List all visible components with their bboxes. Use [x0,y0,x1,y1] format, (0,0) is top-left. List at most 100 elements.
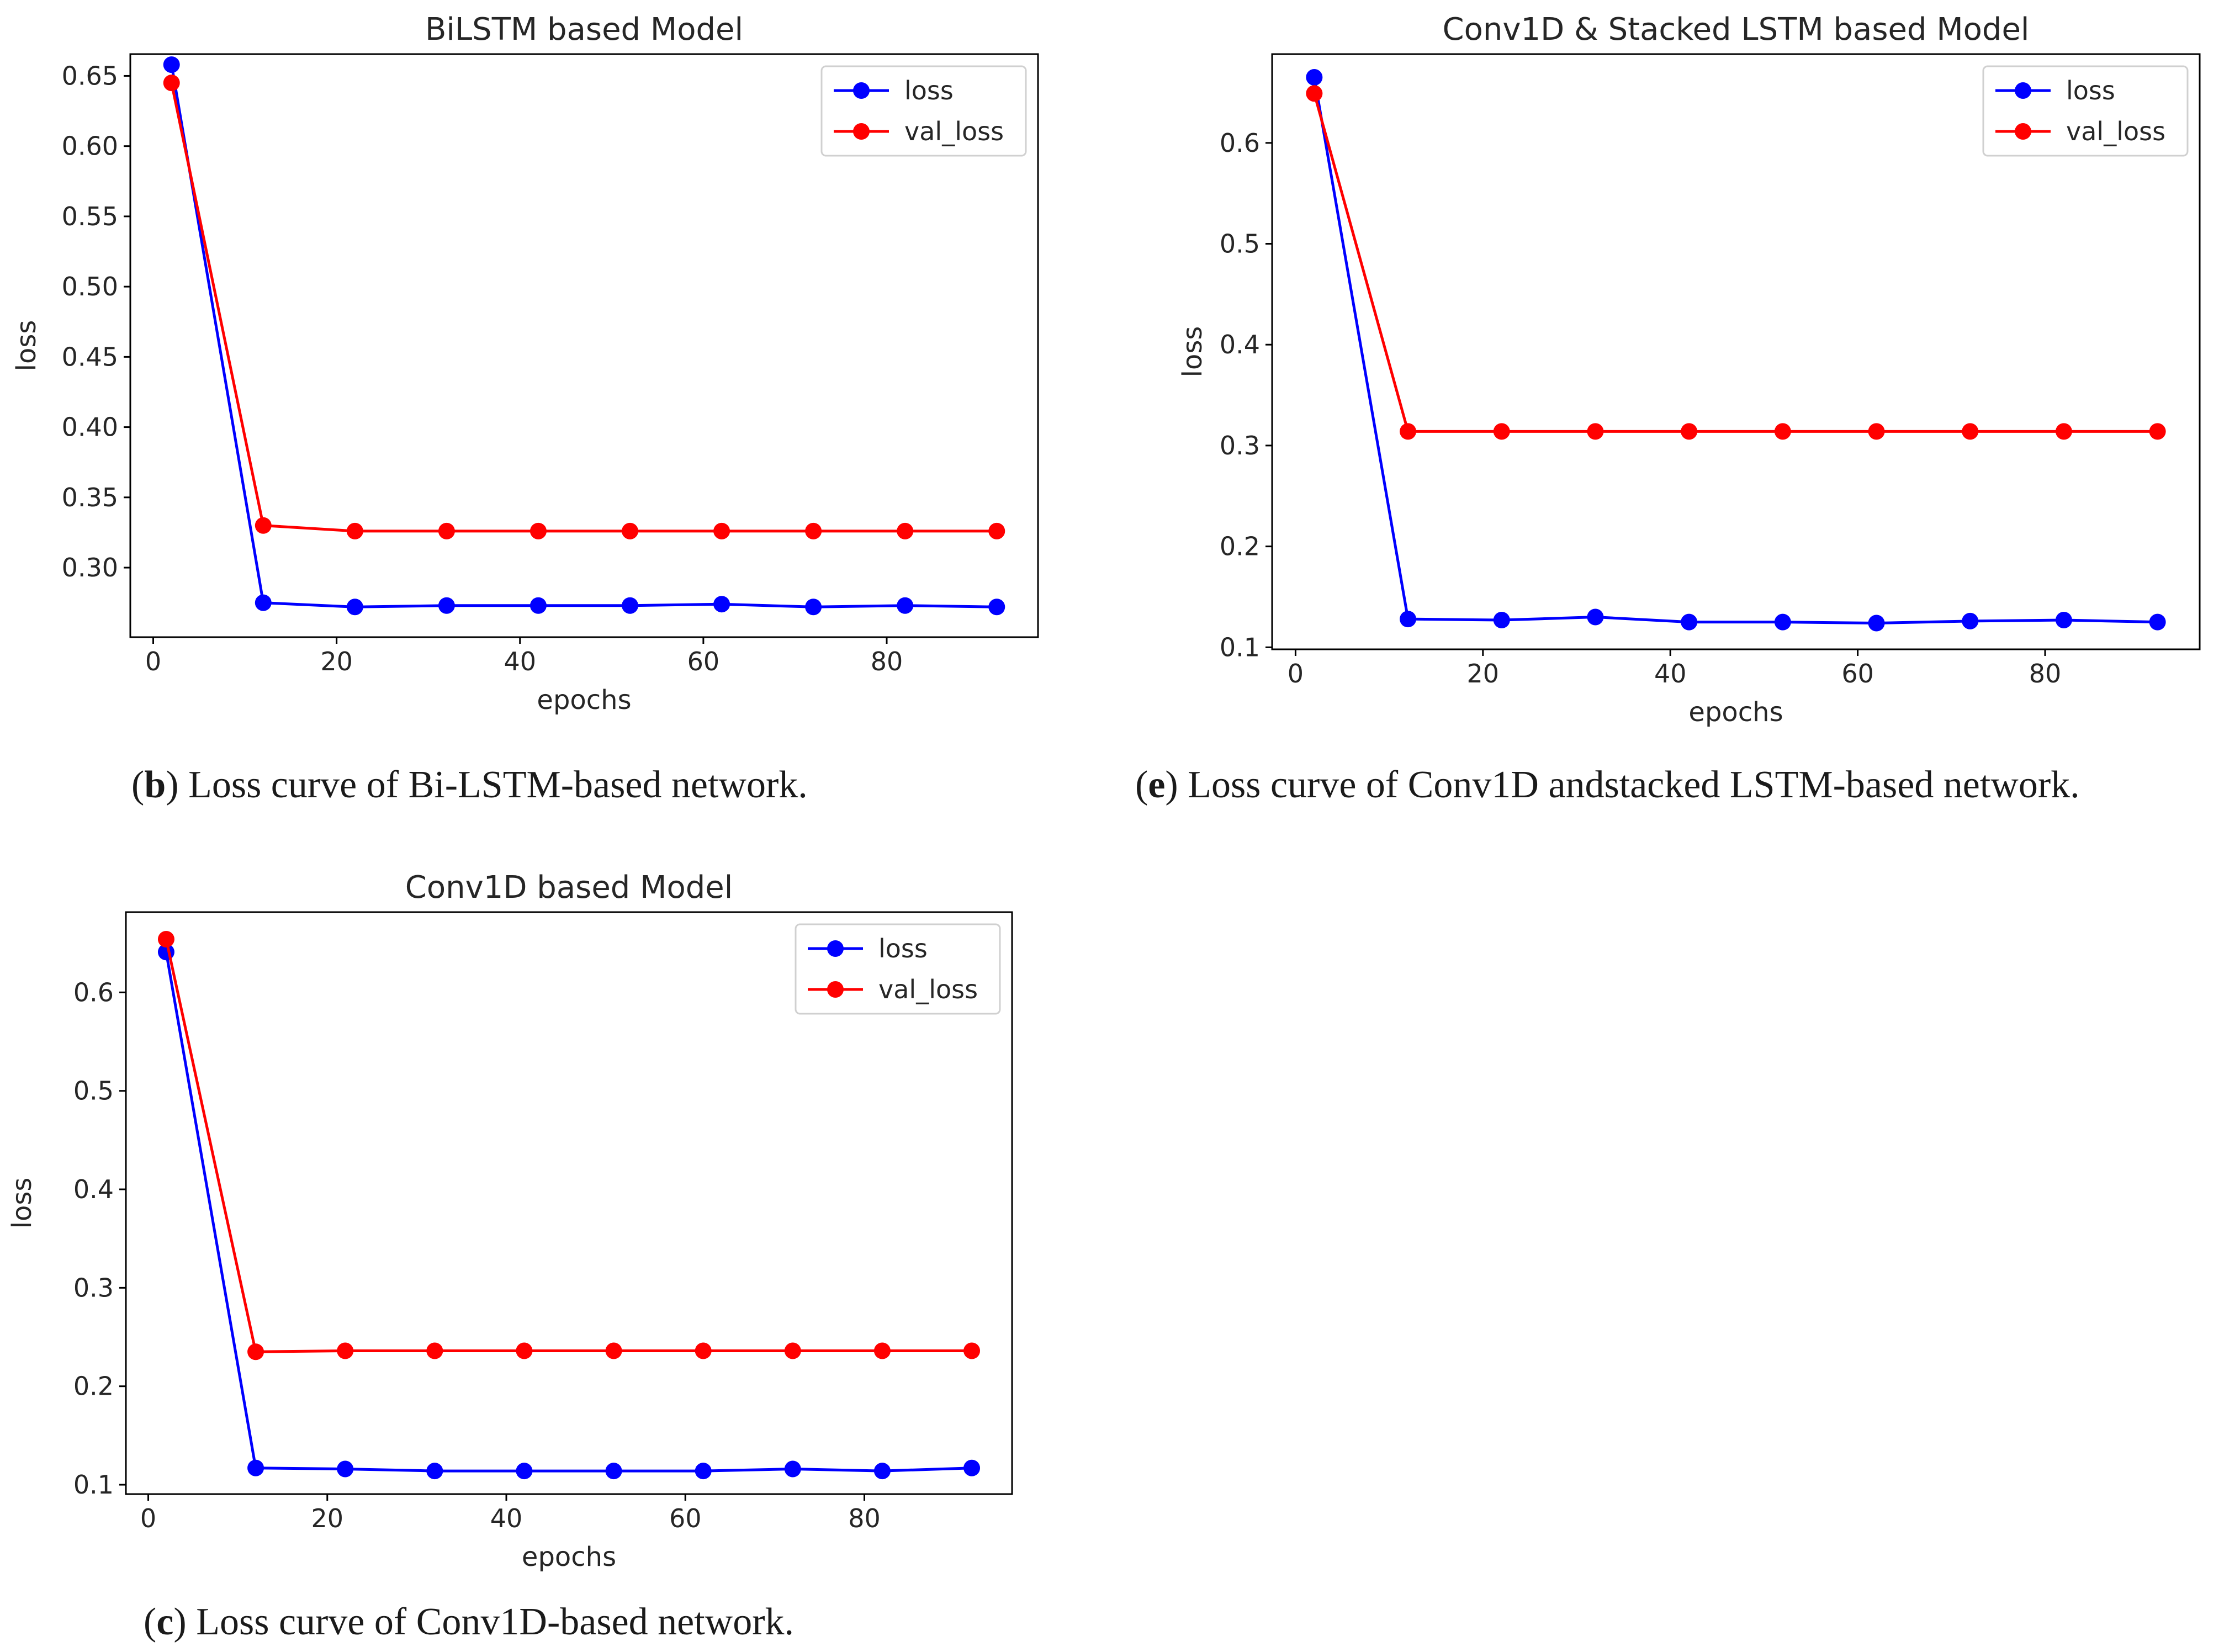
legend-label-loss: loss [904,76,954,105]
data-point-val-loss [2149,423,2166,440]
data-point-loss [255,594,272,611]
legend-marker-val-loss [827,981,844,998]
data-point-val-loss [873,1342,891,1359]
data-point-loss [337,1460,354,1478]
data-point-loss [605,1463,622,1480]
data-point-val-loss [897,522,914,539]
y-tick-label: 0.2 [73,1372,114,1401]
legend: loss val_loss [795,923,1001,1015]
y-tick-label: 0.5 [1220,229,1260,258]
data-point-val-loss [805,522,822,539]
data-point-loss [2149,613,2166,631]
data-point-loss [438,597,455,614]
data-point-val-loss [1681,423,1698,440]
legend-label-val-loss: val_loss [2066,117,2165,146]
data-point-val-loss [695,1342,712,1359]
data-point-loss [247,1459,264,1476]
legend-marker-loss [853,82,870,99]
x-tick-label: 20 [320,647,353,676]
legend-marker-val-loss [853,123,870,140]
data-point-val-loss [255,517,272,534]
plot-area-frame [1271,53,2201,650]
data-point-val-loss [247,1343,264,1360]
y-tick-label: 0.3 [73,1273,114,1302]
data-point-loss [1681,613,1698,631]
legend-box [795,923,1001,1015]
x-tick-label: 60 [669,1503,702,1533]
x-tick-label: 40 [1654,659,1687,689]
y-tick-label: 0.65 [62,61,118,91]
data-point-val-loss [516,1342,533,1359]
series-line-loss [165,951,972,1473]
caption-text: Loss curve of Conv1D-based network. [196,1601,795,1643]
data-point-loss [897,597,914,614]
chart-title: BiLSTM based Model [425,12,743,47]
chart-title: Conv1D & Stacked LSTM based Model [1443,12,2030,47]
data-point-val-loss [426,1342,443,1359]
y-tick-label: 0.2 [1220,532,1260,562]
y-tick-label: 0.30 [62,553,118,583]
caption-conv1d-stacked-lstm: (e) Loss curve of Conv1D andstacked LSTM… [1135,764,2080,806]
y-tick-label: 0.55 [62,202,118,231]
data-point-loss [713,596,730,613]
data-point-val-loss [622,522,639,539]
data-point-val-loss [605,1342,622,1359]
x-tick-label: 80 [2029,659,2062,689]
series-line-val-loss [1312,93,2158,433]
data-point-loss [1306,69,1323,86]
caption-conv1d: (c) Loss curve of Conv1D-based network. [144,1601,795,1643]
data-point-val-loss [337,1342,354,1359]
x-tick-label: 40 [504,647,536,676]
data-point-loss [873,1463,891,1480]
x-axis-label: epochs [1688,697,1783,728]
x-tick-label: 60 [1841,659,1874,689]
x-tick-label: 0 [145,647,161,676]
y-tick-label: 0.3 [1220,431,1260,460]
data-point-loss [1493,612,1510,629]
y-tick-label: 0.50 [62,272,118,301]
x-tick-label: 80 [871,647,903,676]
legend-marker-val-loss [2015,123,2031,140]
legend: loss val_loss [820,65,1027,157]
legend-box [820,65,1027,157]
y-tick-label: 0.35 [62,483,118,512]
x-tick-label: 40 [490,1503,523,1533]
data-point-loss [1400,611,1417,628]
data-point-loss [516,1463,533,1480]
data-point-val-loss [1868,423,1885,440]
legend-label-val-loss: val_loss [878,975,978,1004]
data-point-loss [622,597,639,614]
legend-box [1982,65,2189,157]
data-point-loss [346,599,363,616]
caption-text: Loss curve of Conv1D andstacked LSTM-bas… [1188,764,2080,806]
data-point-val-loss [1774,423,1791,440]
y-tick-label: 0.60 [62,131,118,161]
legend-label-val-loss: val_loss [904,117,1004,146]
legend-label-loss: loss [2066,76,2115,105]
data-point-val-loss [1493,423,1510,440]
data-point-loss [695,1463,712,1480]
y-tick-label: 0.4 [73,1174,114,1204]
data-point-loss [1774,613,1791,631]
plot-area-frame [129,53,1039,638]
y-axis-label: loss [1177,326,1208,378]
y-axis-label: loss [11,320,42,372]
caption-label: e [1148,764,1166,806]
y-tick-label: 0.5 [73,1076,114,1106]
data-point-loss [805,599,822,616]
data-point-val-loss [713,522,730,539]
x-tick-label: 60 [687,647,720,676]
data-point-loss [1962,612,1979,629]
series-line-loss [1312,77,2158,624]
data-point-loss [963,1459,981,1476]
data-point-val-loss [163,75,180,92]
data-point-val-loss [1962,423,1979,440]
chart-title: Conv1D based Model [405,870,733,906]
x-tick-label: 0 [1288,659,1304,689]
y-tick-label: 0.45 [62,342,118,372]
series-line-loss [170,64,997,608]
data-point-val-loss [157,931,174,948]
caption-label: c [156,1601,174,1643]
data-point-loss [426,1463,443,1480]
legend-label-loss: loss [878,934,928,963]
